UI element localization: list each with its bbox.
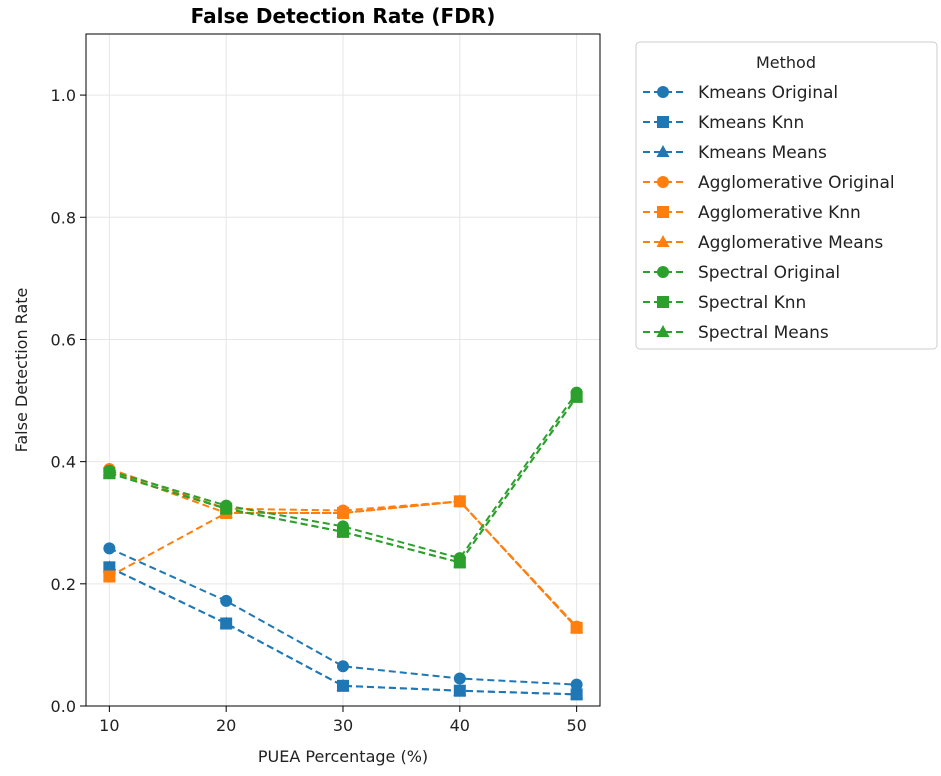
legend-item-agglomerative-original: Agglomerative Original [643, 173, 895, 193]
legend-swatch-marker [657, 176, 669, 188]
x-tick-label: 40 [450, 716, 470, 735]
legend-swatch-marker [657, 116, 669, 128]
series-line-spectral-original [109, 392, 578, 560]
grid-lines [86, 34, 600, 707]
data-point-kmeans-original [337, 660, 349, 673]
data-point-kmeans-original [220, 594, 233, 607]
data-point-kmeans-original [103, 542, 116, 555]
y-tick-label: 0.4 [51, 453, 76, 472]
legend-frame [635, 41, 938, 350]
series-line-kmeans-original [108, 547, 577, 686]
legend-item-kmeans-means: Kmeans Means [643, 143, 827, 163]
legend: Method Kmeans Original Kmeans Knn Kmeans M… [635, 41, 938, 350]
data-point-kmeans-means [219, 616, 233, 629]
data-point-spectral-means [219, 501, 233, 514]
x-tick-label: 10 [99, 716, 119, 735]
legend-item-kmeans-knn: Kmeans Knn [643, 113, 804, 133]
axis-ticks: 10 20 30 40 50 0.0 0.2 0.4 0.6 0.8 1.0 [51, 86, 587, 735]
legend-swatch-marker [657, 266, 669, 278]
y-axis-label: False Detection Rate [12, 288, 31, 453]
legend-swatch-marker [656, 325, 670, 337]
data-point-spectral-means [336, 524, 350, 537]
legend-label: Kmeans Means [698, 143, 827, 163]
data-point-agglomerative-knn [103, 570, 116, 583]
y-tick-label: 1.0 [51, 86, 76, 105]
data-point-kmeans-original [453, 672, 466, 685]
legend-swatch-marker [656, 145, 670, 157]
legend-title: Method [756, 53, 816, 72]
legend-swatch-marker [656, 235, 670, 247]
x-tick-label: 20 [216, 716, 236, 735]
series-kmeans-means [102, 560, 584, 700]
data-point-spectral-means [102, 466, 116, 479]
legend-label: Kmeans Knn [698, 113, 804, 133]
x-tick-label: 30 [333, 716, 353, 735]
y-tick-label: 0.2 [51, 575, 76, 594]
series-layer [102, 386, 584, 701]
legend-swatch-marker [657, 296, 669, 308]
data-point-kmeans-means [570, 687, 584, 700]
legend-label: Kmeans Original [698, 83, 838, 103]
legend-label: Spectral Means [698, 323, 829, 343]
legend-item-spectral-knn: Spectral Knn [643, 293, 806, 313]
legend-item-spectral-means: Spectral Means [643, 323, 829, 343]
series-kmeans-original [103, 542, 583, 691]
legend-item-agglomerative-knn: Agglomerative Knn [643, 203, 861, 223]
y-tick-label: 0.8 [51, 208, 76, 227]
legend-label: Spectral Original [698, 263, 840, 283]
y-tick-label: 0.0 [51, 697, 76, 716]
data-point-kmeans-means [453, 683, 467, 696]
legend-item-kmeans-original: Kmeans Original [643, 83, 838, 103]
legend-swatch-marker [657, 206, 669, 218]
x-tick-label: 50 [566, 716, 586, 735]
legend-label: Agglomerative Knn [698, 203, 861, 223]
series-line-spectral-means [109, 396, 578, 564]
series-spectral-means [102, 389, 584, 568]
x-axis-label: PUEA Percentage (%) [258, 747, 428, 766]
data-point-agglomerative-means [453, 494, 467, 507]
data-point-agglomerative-means [570, 620, 584, 633]
legend-item-agglomerative-means: Agglomerative Means [643, 233, 883, 253]
series-line-agglomerative-knn [108, 500, 578, 629]
data-point-kmeans-original [570, 678, 583, 691]
legend-label: Agglomerative Means [698, 233, 883, 253]
data-point-kmeans-means [102, 560, 116, 573]
legend-label: Spectral Knn [698, 293, 806, 313]
legend-item-spectral-original: Spectral Original [643, 263, 840, 283]
series-line-agglomerative-original [109, 468, 578, 628]
data-point-agglomerative-means [336, 505, 350, 518]
legend-swatch-marker [657, 86, 669, 98]
data-point-spectral-means [570, 389, 584, 402]
series-line-agglomerative-means [109, 469, 578, 629]
data-point-spectral-means [453, 555, 467, 568]
data-point-kmeans-means [336, 678, 350, 691]
chart-title: False Detection Rate (FDR) [191, 4, 496, 28]
legend-label: Agglomerative Original [698, 173, 895, 193]
y-tick-label: 0.6 [51, 330, 76, 349]
